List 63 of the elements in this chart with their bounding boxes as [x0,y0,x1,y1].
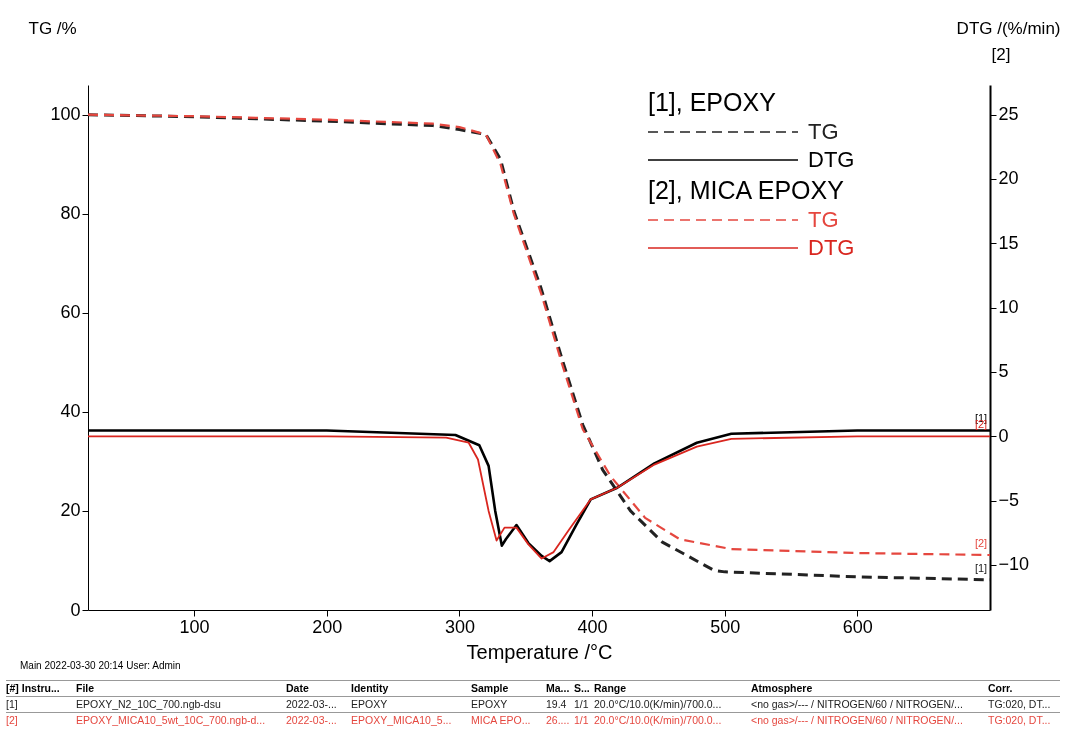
annotation: [2], MICA EPOXY [648,175,845,206]
text: File [76,682,95,694]
text: <no gas>/--- / NITROGEN/60 / NITROGEN/... [751,698,963,710]
y2-tick-label: 25 [998,104,1019,125]
y-axis-title: TG /% [28,18,77,38]
text: DTG [808,147,855,173]
y-tick-label: 60 [60,302,81,323]
y2-axis-title: DTG /(%/min) [956,18,1061,38]
x-tick-label: 100 [179,616,210,637]
text: Atmosphere [751,682,813,694]
text: EPOXY_N2_10C_700.ngb-dsu [76,698,221,710]
y2-tick-label: 15 [998,232,1019,253]
text: 20.0°C/10.0(K/min)/700.0... [594,714,722,726]
text: <no gas>/--- / NITROGEN/60 / NITROGEN/... [751,714,963,726]
text: EPOXY_MICA10_5wt_10C_700.ngb-d... [76,714,266,726]
y-tick-label: 80 [60,203,81,224]
text: Corr. [988,682,1013,694]
text: MICA EPO... [471,714,531,726]
x-axis-title: Temperature /°C [466,640,613,663]
text: 2022-03-... [286,698,337,710]
text: [1] [6,698,18,710]
x-tick-label: 300 [444,616,475,637]
text: Ma... [546,682,570,694]
text: 2022-03-... [286,714,337,726]
y-tick-label: 0 [70,599,81,620]
text: Sample [471,682,509,694]
text: EPOXY [471,698,508,710]
y-tick-label: 100 [50,104,81,125]
text: 26.... [546,714,570,726]
text: [#] Instru... [6,682,60,694]
text: EPOXY [351,698,388,710]
annotation: [2] [974,537,988,550]
text: Date [286,682,309,694]
text: Main 2022-03-30 20:14 User: Admin [20,660,181,671]
x-tick-label: 600 [842,616,873,637]
text: TG [808,119,839,145]
y2-tick-label: −10 [998,554,1030,575]
text: [2] [6,714,18,726]
x-tick-label: 400 [577,616,608,637]
text: TG:020, DT... [988,714,1051,726]
y2-tick-label: 20 [998,168,1019,189]
y2-tick-label: −5 [998,490,1020,511]
text: TG [808,207,839,233]
annotation: [1] [974,561,988,574]
text: Identity [351,682,389,694]
y-tick-label: 40 [60,401,81,422]
annotation: [1], EPOXY [648,87,777,118]
y2-tick-label: 5 [998,361,1009,382]
text: [2] [991,45,1011,64]
x-tick-label: 500 [710,616,741,637]
text: Range [594,682,627,694]
text: TG:020, DT... [988,698,1051,710]
text: EPOXY_MICA10_5... [351,714,452,726]
x-tick-label: 200 [312,616,343,637]
y2-tick-label: 0 [998,425,1009,446]
text: 20.0°C/10.0(K/min)/700.0... [594,698,722,710]
text: 1/1 [574,714,589,726]
text: 19.4 [546,698,567,710]
text: DTG [808,235,855,261]
text: S... [574,682,590,694]
text: 1/1 [574,698,589,710]
y-tick-label: 20 [60,500,81,521]
y2-tick-label: 10 [998,297,1019,318]
